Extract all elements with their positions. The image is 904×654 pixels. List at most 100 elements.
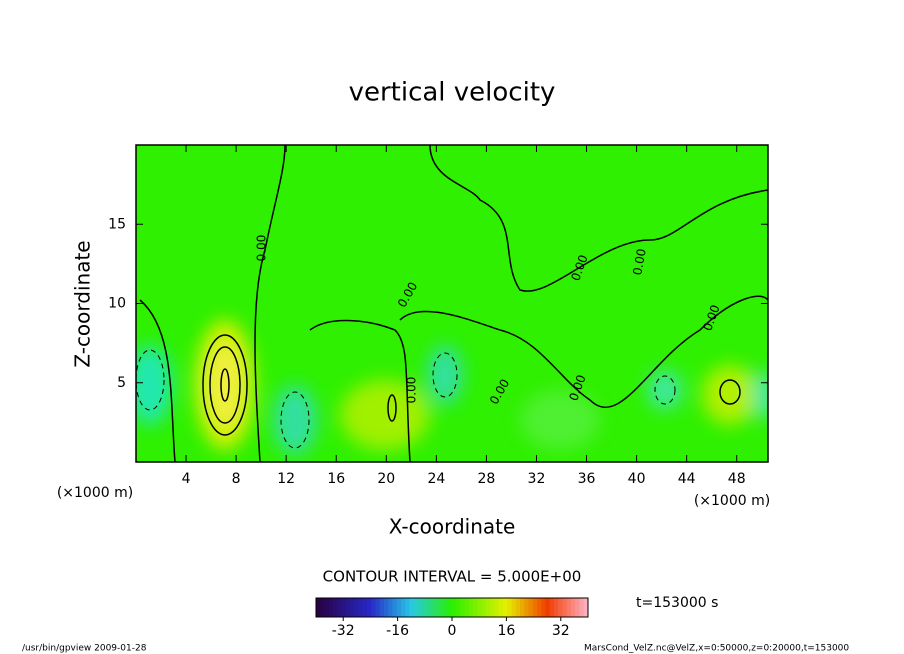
colorbar-cell [532, 598, 538, 617]
y-tick-label: 15 [108, 216, 126, 232]
colorbar-cell [401, 598, 406, 617]
colorbar-cell [498, 598, 504, 617]
colorbar-cell [447, 598, 453, 617]
colorbar-cell [524, 598, 529, 617]
colorbar-cell [456, 598, 461, 617]
time-label: t=153000 s [636, 595, 718, 611]
colorbar-cell [409, 598, 415, 617]
colorbar-cell [528, 598, 534, 617]
x-tick-label: 20 [377, 471, 395, 487]
x-tick-label: 48 [728, 471, 746, 487]
colorbar-cell [324, 598, 330, 617]
y-axis-label: Z-coordinate [71, 240, 95, 367]
colorbar-cell [515, 598, 521, 617]
colorbar-cell [579, 598, 585, 617]
contour-lines [139, 145, 768, 462]
colorbar-cell [566, 598, 572, 617]
colorbar-cell [541, 598, 546, 617]
colorbar-cell [362, 598, 368, 617]
colorbar-cell [418, 598, 423, 617]
colorbar-cell [333, 598, 338, 617]
colorbar-cell [545, 598, 551, 617]
colorbar-cell [477, 598, 483, 617]
x-tick-label: 4 [182, 471, 191, 487]
colorbar-cell [490, 598, 495, 617]
colorbar-cell [473, 598, 478, 617]
colorbar-tick-label: -32 [332, 623, 355, 639]
colorbar-cell [571, 598, 576, 617]
contour-interval: CONTOUR INTERVAL = 5.000E+00 [323, 568, 582, 586]
colorbar-cell [439, 598, 444, 617]
x-tick-label: 36 [578, 471, 596, 487]
colorbar-cell [426, 598, 432, 617]
x-tick-label: 16 [327, 471, 345, 487]
negative-contours [136, 349, 676, 449]
colorbar-cell [503, 598, 508, 617]
colorbar-cell [320, 598, 325, 617]
footer-left: /usr/bin/gpview 2009-01-28 [22, 644, 147, 654]
colorbar-tick-label: 16 [497, 623, 515, 639]
x-tick-label: 8 [232, 471, 241, 487]
colorbar-cell [384, 598, 389, 617]
colorbar-cell [464, 598, 470, 617]
colorbar-tick-label: 0 [448, 623, 457, 639]
colorbar-cell [486, 598, 491, 617]
colorbar-cell [443, 598, 449, 617]
colorbar-cell [422, 598, 427, 617]
colorbar-cell [435, 598, 440, 617]
colorbar-cell [549, 598, 555, 617]
contour-label: 0.00 [405, 377, 419, 404]
colorbar-tick-label: -16 [386, 623, 409, 639]
x-tick-label: 24 [427, 471, 445, 487]
colorbar-cell [388, 598, 393, 617]
x-axis-label: X-coordinate [389, 515, 516, 539]
colorbar-cell [583, 598, 589, 617]
colorbar-cell [562, 598, 568, 617]
colorbar-cell [460, 598, 466, 617]
colorbar-cell [392, 598, 398, 617]
x-unit-right: (×1000 m) [694, 493, 770, 509]
colorbar-tick-label: 32 [552, 623, 570, 639]
colorbar-cell [520, 598, 525, 617]
footer-right: MarsCond_VelZ.nc@VelZ,x=0:50000,z=0:2000… [584, 644, 849, 654]
colorbar-cell [375, 598, 381, 617]
y-tick-label: 5 [117, 375, 126, 391]
colorbar-cell [413, 598, 419, 617]
colorbar-cell [511, 598, 517, 617]
x-unit-left: (×1000 m) [57, 485, 133, 501]
colorbar-cell [328, 598, 334, 617]
colorbar-cell [452, 598, 457, 617]
colorbar-cell [575, 598, 580, 617]
chart-title: vertical velocity [349, 78, 556, 108]
colorbar-cell [405, 598, 410, 617]
colorbar-cell [345, 598, 351, 617]
x-tick-label: 40 [628, 471, 646, 487]
colorbar-cell [316, 598, 321, 617]
colorbar-cell [371, 598, 376, 617]
colorbar-cell [354, 598, 359, 617]
colorbar-cell [350, 598, 355, 617]
x-tick-label: 44 [678, 471, 696, 487]
colorbar-cell [379, 598, 385, 617]
x-tick-label: 12 [277, 471, 295, 487]
colorbar-cell [507, 598, 512, 617]
colorbar-cell [430, 598, 436, 617]
colorbar-cell [481, 598, 487, 617]
colorbar-cell [367, 598, 372, 617]
contour-label: 0.00 [255, 235, 269, 262]
x-tick-label: 28 [478, 471, 496, 487]
colorbar-cell [358, 598, 364, 617]
colorbar-cell [494, 598, 500, 617]
colorbar-cell [554, 598, 559, 617]
y-tick-label: 10 [108, 296, 126, 312]
colorbar-cell [558, 598, 563, 617]
x-tick-label: 32 [528, 471, 546, 487]
contour-label: 0.00 [630, 248, 648, 277]
colorbar-cell [341, 598, 347, 617]
colorbar-cell [469, 598, 474, 617]
colorbar-cell [537, 598, 542, 617]
field [136, 145, 768, 462]
colorbar-cell [396, 598, 402, 617]
colorbar-cell [337, 598, 342, 617]
